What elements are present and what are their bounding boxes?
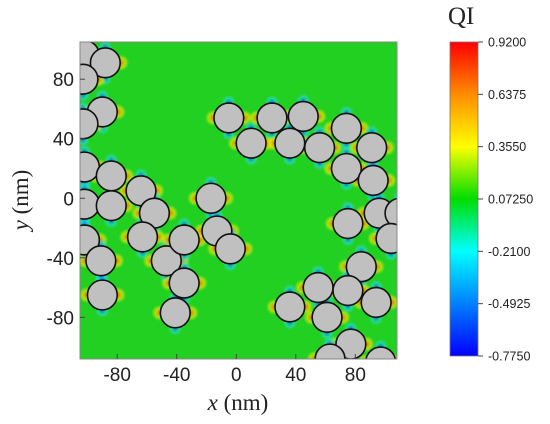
colorbar-tick-label: 0.3550	[488, 140, 526, 154]
x-tick-label: -80	[103, 365, 130, 386]
particle	[89, 47, 121, 79]
hotspot	[61, 47, 77, 63]
particle	[95, 190, 127, 222]
x-ticks: -80 -40 0 40 80	[103, 354, 366, 386]
particle	[375, 222, 397, 255]
particle	[80, 63, 99, 95]
coldspot	[373, 370, 388, 385]
particle	[357, 164, 389, 197]
particles	[80, 42, 397, 359]
x-axis-label: x (nm)	[207, 390, 269, 415]
hotspot	[61, 232, 77, 248]
particle	[150, 245, 183, 277]
particle	[214, 233, 246, 265]
particle	[126, 221, 159, 253]
particle	[274, 291, 306, 323]
colorbar-title: QI	[448, 3, 474, 30]
particle	[195, 182, 227, 214]
particle	[85, 245, 117, 277]
colorbar-tick-label: 0.9200	[488, 36, 526, 50]
particle	[330, 152, 363, 185]
y-axis-label: y (nm)	[8, 170, 33, 233]
particle	[384, 197, 397, 229]
y-tick-label: -80	[47, 308, 74, 329]
particle	[80, 188, 101, 220]
colorbar-ticks: 0.9200 0.6375 0.3550 0.07250 -0.2100 -0.4925 -…	[478, 36, 533, 364]
y-tick-label: 80	[53, 70, 74, 91]
particle	[168, 267, 200, 299]
particle	[314, 343, 346, 359]
x-tick-label: -40	[163, 365, 190, 386]
particle	[213, 102, 245, 134]
y-tick-label: 40	[53, 130, 74, 151]
x-tick-label: 0	[231, 365, 242, 386]
x-tick-label: 80	[345, 365, 366, 386]
particle	[330, 112, 363, 145]
coldspot	[323, 367, 338, 382]
particle	[256, 102, 288, 134]
particle	[345, 251, 377, 283]
particle	[311, 301, 343, 334]
particle	[168, 224, 200, 256]
hotspot	[398, 230, 414, 246]
colorbar	[449, 41, 479, 357]
y-tick-label: -40	[47, 249, 74, 270]
particle	[356, 131, 388, 164]
particle	[235, 127, 267, 159]
particle	[287, 100, 319, 133]
colorbar-tick-label: 0.6375	[488, 88, 526, 102]
particle	[365, 346, 397, 359]
particle	[95, 160, 127, 192]
particle	[86, 279, 119, 311]
particle	[302, 271, 334, 304]
colorbar-tick-label: -0.4925	[488, 297, 530, 311]
hotspot	[407, 205, 423, 221]
y-tick-label: 0	[63, 189, 74, 210]
hotspot	[61, 159, 77, 175]
particle	[332, 274, 364, 307]
particle	[332, 207, 364, 240]
particle	[159, 297, 191, 329]
particle	[360, 286, 392, 319]
particle	[274, 127, 306, 159]
plot-frame	[79, 41, 398, 360]
colorbar-tick-label: -0.2100	[488, 245, 530, 259]
particle	[80, 151, 101, 183]
colorbar-tick-label: -0.7750	[488, 350, 530, 364]
x-tick-label: 40	[285, 365, 306, 386]
particle	[303, 131, 336, 164]
colorbar-tick-label: 0.07250	[488, 193, 533, 207]
y-ticks: 80 40 0 -40 -80	[47, 70, 85, 329]
